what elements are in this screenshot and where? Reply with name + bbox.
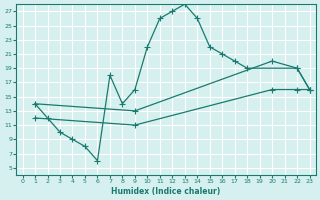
- X-axis label: Humidex (Indice chaleur): Humidex (Indice chaleur): [111, 187, 221, 196]
